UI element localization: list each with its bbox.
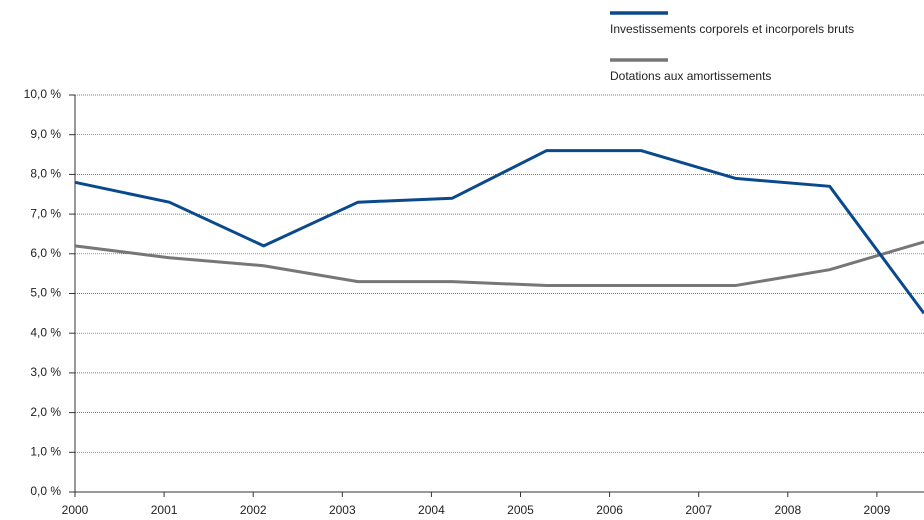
x-tick-label: 2005 xyxy=(507,503,534,517)
x-tick-label: 2004 xyxy=(418,503,445,517)
y-tick-label: 3,0 % xyxy=(30,365,61,379)
y-tick-label: 4,0 % xyxy=(30,325,61,339)
series-line xyxy=(74,240,924,288)
y-tick-label: 0,0 % xyxy=(30,484,61,498)
y-tick-label: 9,0 % xyxy=(30,127,61,141)
x-tick-label: 2001 xyxy=(151,503,178,517)
x-tick-label: 2007 xyxy=(685,503,712,517)
x-tick-label: 2002 xyxy=(240,503,267,517)
x-tick-label: 2009 xyxy=(864,503,891,517)
y-tick-label: 8,0 % xyxy=(30,167,61,181)
y-tick-label: 10,0 % xyxy=(24,87,62,101)
y-tick-label: 7,0 % xyxy=(30,206,61,220)
x-tick-label: 2008 xyxy=(774,503,801,517)
x-tick-label: 2000 xyxy=(62,503,89,517)
x-tick-label: 2006 xyxy=(596,503,623,517)
y-tick-label: 2,0 % xyxy=(30,405,61,419)
y-tick-label: 5,0 % xyxy=(30,286,61,300)
legend-label: Dotations aux amortissements xyxy=(610,69,771,83)
y-tick-label: 1,0 % xyxy=(30,444,61,458)
series-line xyxy=(74,149,924,315)
y-tick-label: 6,0 % xyxy=(30,246,61,260)
legend-label: Investissements corporels et incorporels… xyxy=(610,22,854,36)
x-tick-label: 2003 xyxy=(329,503,356,517)
